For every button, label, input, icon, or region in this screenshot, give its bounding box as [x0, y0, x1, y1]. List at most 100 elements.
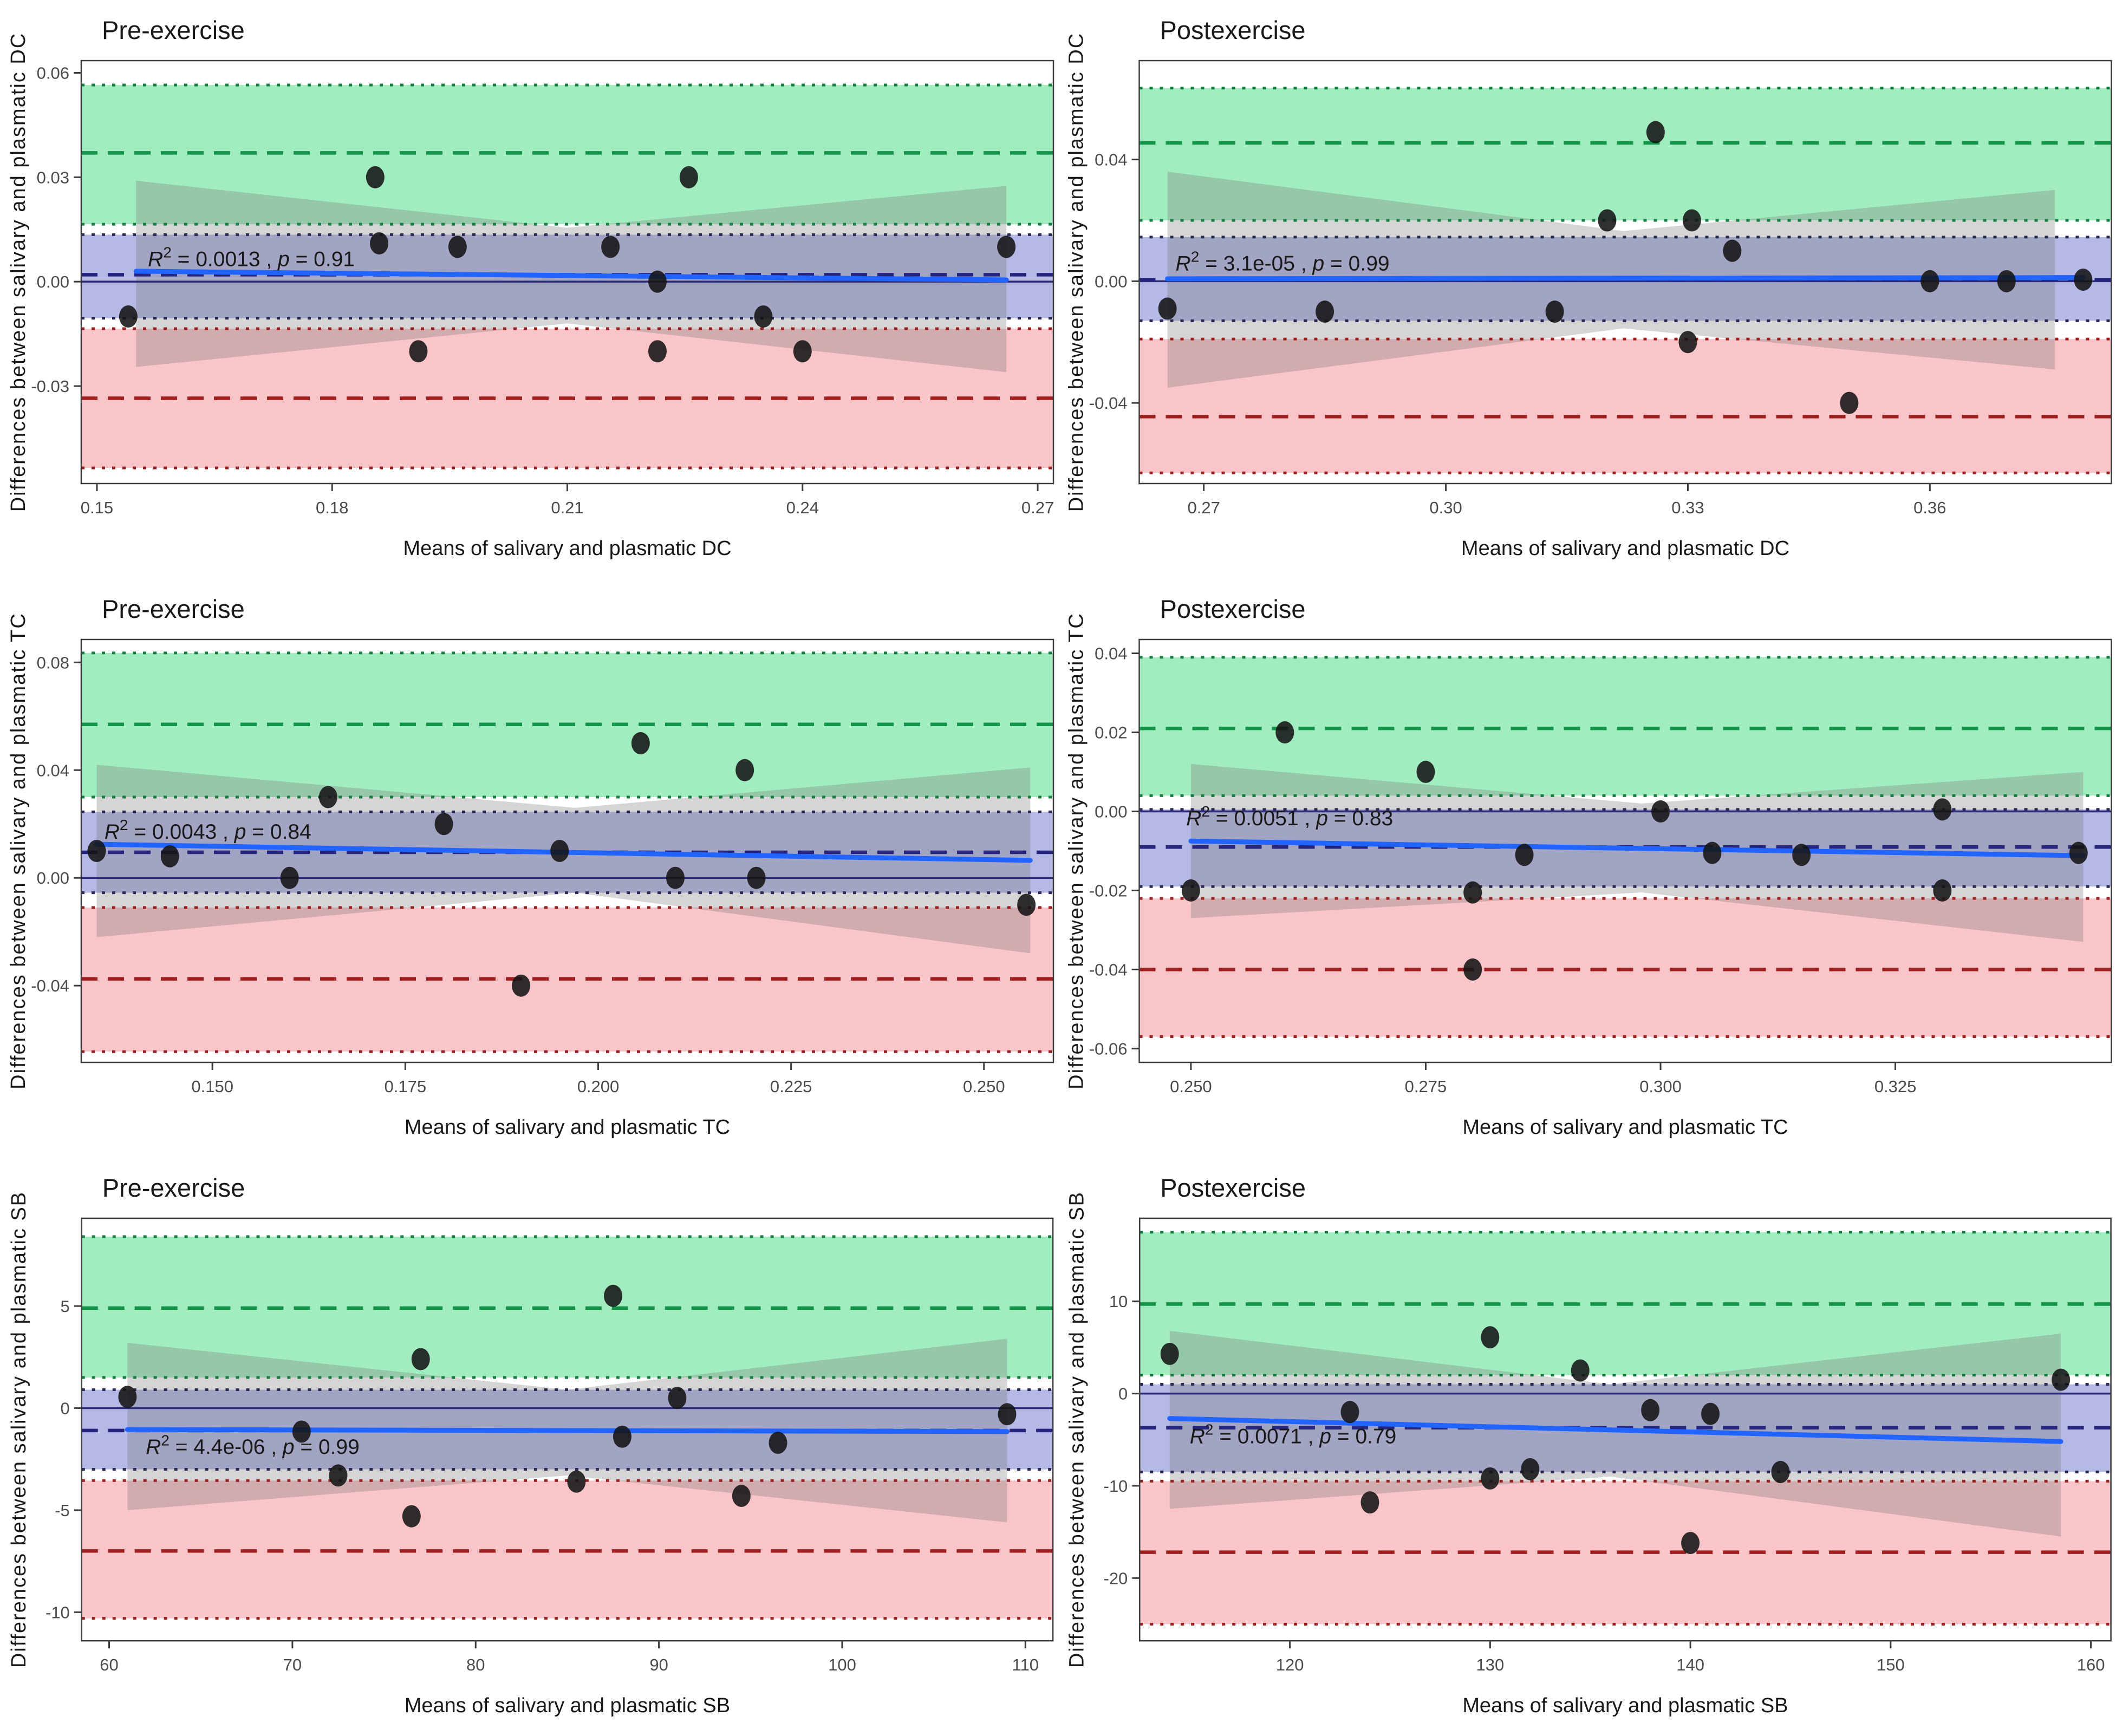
panel-title: Pre-exercise — [102, 595, 245, 623]
data-point — [679, 166, 698, 188]
x-tick-label: 130 — [1476, 1655, 1505, 1674]
y-tick-label: -0.04 — [31, 976, 69, 995]
panel-title: Pre-exercise — [102, 1173, 245, 1202]
plot-post-dc: R2 = 3.1e-05 , p = 0.99 0.27 0.30 0.33 0.36 0… — [1058, 0, 2116, 579]
lower-loa-ci-band — [1139, 898, 2112, 1037]
r2-p-annotation: R2 = 0.0071 , p = 0.79 — [1190, 1421, 1397, 1448]
y-tick-label: 0.03 — [37, 168, 69, 187]
data-point — [668, 1387, 687, 1409]
data-point — [1641, 1399, 1660, 1421]
x-tick-label: 0.36 — [1913, 498, 1946, 517]
x-tick-label: 90 — [649, 1655, 668, 1674]
data-point — [318, 786, 337, 808]
y-tick-label: -0.06 — [1089, 1039, 1128, 1058]
panel-border — [81, 1217, 1054, 1642]
y-tick-label: -20 — [1104, 1569, 1128, 1588]
y-tick-label: 0.04 — [1095, 644, 1127, 663]
y-tick-label: -0.03 — [31, 377, 69, 396]
y-axis-label: Differences between salivary and plasmat… — [8, 1191, 30, 1668]
y-tick-label: 0 — [1118, 1385, 1128, 1404]
y-tick-label: 0.04 — [1095, 151, 1127, 169]
data-point — [2074, 269, 2093, 291]
y-tick-label: 0.02 — [1095, 723, 1127, 742]
data-point — [1515, 844, 1534, 866]
y-tick-label: 0.00 — [1095, 802, 1127, 821]
y-tick-label: -5 — [55, 1501, 70, 1520]
data-point — [1416, 761, 1435, 784]
y-tick-label: -10 — [45, 1603, 70, 1622]
data-point — [409, 340, 428, 363]
x-tick-label: 150 — [1877, 1655, 1905, 1674]
x-axis-label: Means of salivary and plasmatic TC — [1462, 1116, 1788, 1139]
x-tick-label: 100 — [828, 1655, 856, 1674]
plot-pre-dc: R2 = 0.0013 , p = 0.91 0.15 0.18 0.21 0.24 0.… — [0, 0, 1058, 579]
y-axis-label: Differences between salivary and plasmat… — [1065, 612, 1088, 1089]
data-point — [1463, 881, 1482, 904]
data-point — [160, 845, 179, 867]
panel-title: Pre-exercise — [102, 16, 245, 44]
data-point — [87, 840, 106, 862]
y-tick-label: 0.00 — [37, 869, 69, 887]
data-point — [747, 866, 766, 889]
x-tick-label: 0.150 — [191, 1077, 233, 1096]
y-tick-label: -10 — [1104, 1477, 1128, 1496]
x-tick-label: 0.27 — [1187, 498, 1220, 517]
panel-title: Postexercise — [1160, 1173, 1306, 1202]
y-tick-label: 5 — [61, 1297, 70, 1316]
x-tick-label: 0.21 — [551, 498, 583, 517]
y-tick-label: 0.08 — [37, 653, 69, 672]
data-point — [550, 840, 569, 862]
panel-border — [1139, 1217, 2112, 1642]
r2-p-annotation: R2 = 0.0051 , p = 0.83 — [1186, 803, 1393, 830]
data-point — [1771, 1460, 1790, 1483]
x-axis-label: Means of salivary and plasmatic TC — [405, 1116, 730, 1139]
data-point — [601, 236, 620, 258]
data-point — [434, 813, 453, 836]
x-tick-label: 0.200 — [577, 1077, 620, 1096]
x-tick-label: 0.27 — [1021, 498, 1054, 517]
data-point — [402, 1505, 421, 1528]
panel-pre-dc: R2 = 0.0013 , p = 0.91 0.15 0.18 0.21 0.24 0.… — [0, 0, 1058, 579]
data-point — [666, 866, 685, 889]
data-point — [1181, 879, 1200, 902]
panel-title: Postexercise — [1160, 16, 1306, 44]
x-tick-label: 0.30 — [1429, 498, 1462, 517]
plot-pre-sb: R2 = 4.4e-06 , p = 0.99 60 70 80 90 100 110 5 0 -… — [0, 1158, 1058, 1736]
upper-loa-ci-band — [1139, 88, 2112, 220]
regression-line — [1165, 275, 2086, 282]
data-point — [1340, 1401, 1359, 1424]
data-point — [1646, 121, 1665, 143]
data-point — [1481, 1467, 1500, 1490]
data-point — [1017, 893, 1036, 916]
plot-post-tc: R2 = 0.0051 , p = 0.83 0.250 0.275 0.300 0.3… — [1058, 579, 2116, 1158]
data-point — [1275, 721, 1294, 744]
data-point — [1160, 1342, 1179, 1365]
x-axis-label: Means of salivary and plasmatic DC — [1461, 537, 1789, 560]
data-point — [1920, 270, 1939, 292]
data-point — [118, 1386, 137, 1408]
x-tick-label: 0.15 — [81, 498, 113, 517]
data-point — [292, 1420, 311, 1443]
panel-post-sb: R2 = 0.0071 , p = 0.79 120 130 140 150 160 10 0… — [1058, 1158, 2116, 1736]
x-tick-label: 110 — [1012, 1655, 1039, 1674]
data-point — [1723, 239, 1742, 262]
data-point — [998, 1403, 1017, 1426]
regression-line — [1188, 838, 2086, 858]
y-tick-label: 0.00 — [1095, 272, 1127, 291]
data-point — [1545, 301, 1564, 323]
x-tick-label: 120 — [1276, 1655, 1304, 1674]
panel-border — [1138, 60, 2112, 485]
regression-line — [133, 269, 1009, 283]
x-tick-label: 0.250 — [963, 1077, 1005, 1096]
data-point — [1481, 1326, 1500, 1349]
y-tick-label: 10 — [1109, 1292, 1128, 1311]
regression-line — [1167, 1416, 2063, 1444]
data-point — [119, 305, 138, 328]
data-point — [604, 1284, 623, 1307]
data-point — [1997, 270, 2016, 292]
x-tick-label: 0.33 — [1671, 498, 1704, 517]
panel-title: Postexercise — [1160, 595, 1306, 623]
x-tick-label: 0.325 — [1874, 1077, 1917, 1096]
data-point — [1598, 209, 1617, 232]
y-tick-label: 0.04 — [37, 761, 69, 780]
